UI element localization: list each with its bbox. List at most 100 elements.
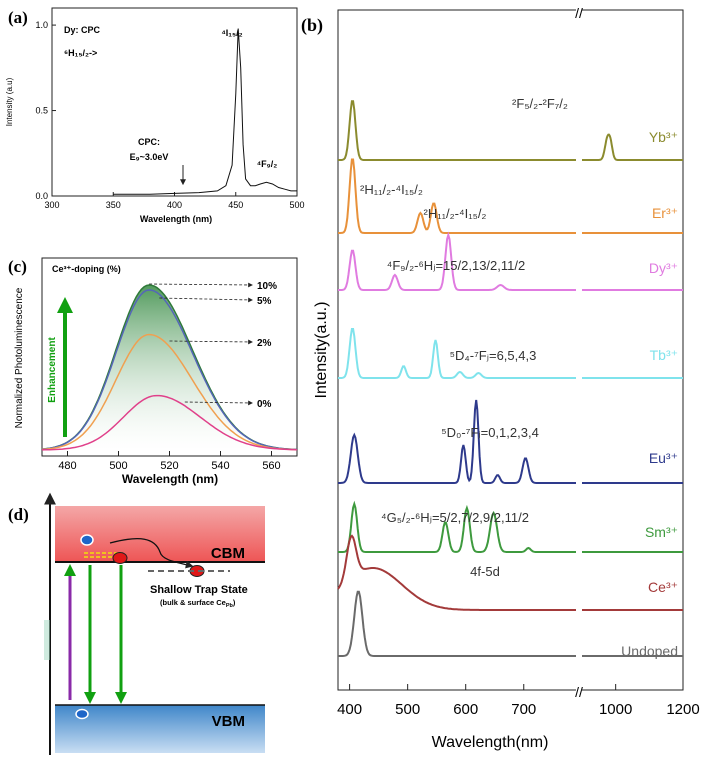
panel-b-break-top-mark: // <box>575 5 583 21</box>
panel-b-ylabel: Intensity(a.u.) <box>313 302 330 399</box>
panel-b-series <box>337 100 683 657</box>
panel-b-xlabel: Wavelength(nm) <box>432 734 549 751</box>
panel-b-label: (b) <box>301 15 323 36</box>
panel-a-ytick-label: 0.0 <box>35 191 48 201</box>
panel-a-ylabel: Intensity (a.u) <box>5 77 14 126</box>
panel-b-series-line <box>338 500 683 553</box>
panel-a-xtick-label: 450 <box>228 200 243 210</box>
panel-a-legend-line1: Dy: CPC <box>64 25 101 35</box>
trap-sub-index: Pb <box>226 603 234 609</box>
panel-b-transition-label: ⁵D₀-⁷Fⱼ=0,1,2,3,4 <box>441 425 539 440</box>
panel-b-transition-label: ⁴F₉/₂-⁶Hⱼ=15/2,13/2,11/2 <box>387 258 525 273</box>
panel-b: (b) // // 400 500 600 700 1000 1200 Wavelengt… <box>301 5 700 751</box>
panel-b-series-line <box>338 100 683 161</box>
panel-c-ticks: 480 500 520 540 560 <box>58 451 281 472</box>
panel-a: (a) 300 350 400 450 500 0.0 0.5 1.0 Wavelength … <box>5 7 305 224</box>
panel-b-transition-label: ²H₁₁/₂-⁴I₁₅/₂ <box>424 206 487 221</box>
panel-b-break-top <box>576 8 582 12</box>
panel-c: (c) 480 500 520 540 560 Wavelength (nm) Norm… <box>8 257 298 486</box>
panel-b-series-name: Sm³⁺ <box>645 524 678 540</box>
panel-b-labels: Yb³⁺ ²F₅/₂-²F₇/₂ Er³⁺ ²H₁₁/₂-⁴I₁₅/₂²H₁₁/₂-⁴… <box>360 96 678 659</box>
panel-a-ticks: 300 350 400 450 500 0.0 0.5 1.0 <box>35 20 304 210</box>
panel-b-xtick-label: 600 <box>453 701 478 718</box>
panel-b-series-line <box>338 590 683 657</box>
panel-c-legend-pointer <box>169 339 253 345</box>
panel-c-xtick-label: 560 <box>262 460 280 472</box>
panel-c-legend-entry: 0% <box>257 399 272 410</box>
panel-b-ticks: 400 500 600 700 1000 1200 <box>337 684 700 718</box>
panel-b-series-name: Ce³⁺ <box>648 579 678 595</box>
panel-b-series-line <box>338 158 683 234</box>
panel-c-xlabel: Wavelength (nm) <box>122 472 218 486</box>
panel-a-legend-line2: ⁶H₁₅/₂-> <box>64 48 97 58</box>
trap-sub-text: (bulk & surface Ce <box>160 598 226 607</box>
panel-a-cpc-label: CPC: <box>138 137 160 147</box>
panel-c-legend-entry: 10% <box>257 281 277 292</box>
electron-cbm <box>80 534 94 546</box>
panel-a-xtick-label: 350 <box>106 200 121 210</box>
trap-transfer-arrow <box>109 537 194 569</box>
panel-a-xtick-label: 400 <box>167 200 182 210</box>
panel-a-ytick-label: 1.0 <box>35 20 48 30</box>
panel-b-transition-label: 4f-5d <box>470 564 500 579</box>
vbm-label: VBM <box>212 713 245 730</box>
trap-sub-end: ) <box>233 598 236 607</box>
panel-c-legend-pointer <box>184 400 253 406</box>
panel-a-label: (a) <box>8 8 28 27</box>
panel-b-xtick-label: 400 <box>337 701 362 718</box>
panel-c-enhancement-label: Enhancement <box>47 337 58 403</box>
panel-b-series-name: Eu³⁺ <box>649 450 678 466</box>
vbm-band <box>55 705 265 753</box>
panel-a-eg-label: E₉~3.0eV <box>130 152 169 162</box>
side-glow <box>44 620 50 660</box>
trap-sublabel: (bulk & surface CePb) <box>160 598 236 609</box>
panel-b-transition-label: ⁵D₄-⁷Fⱼ=6,5,4,3 <box>450 348 537 363</box>
panel-c-series-line <box>41 289 298 451</box>
panel-a-series-line <box>113 28 297 195</box>
panel-b-break-bottom <box>576 688 582 692</box>
panel-c-xtick-label: 500 <box>109 460 127 472</box>
panel-c-fill <box>42 285 297 450</box>
panel-b-transition-label: ²F₅/₂-²F₇/₂ <box>512 96 568 111</box>
panel-a-xtick-label: 500 <box>289 200 304 210</box>
panel-d-label: (d) <box>8 505 29 524</box>
panel-b-series-name: Tb³⁺ <box>650 347 678 363</box>
panel-b-series-line <box>337 534 683 611</box>
panel-b-frame <box>337 9 684 691</box>
panel-b-xtick-label: 500 <box>395 701 420 718</box>
panel-b-series-line <box>338 399 683 484</box>
panel-c-legend-entry: 2% <box>257 338 272 349</box>
panel-a-ytick-label: 0.5 <box>35 106 48 116</box>
panel-c-xtick-label: 540 <box>211 460 229 472</box>
panel-b-xtick-label: 1000 <box>599 701 632 718</box>
panel-d: (d) CBM VBM Shallow Trap State (bulk & s… <box>8 492 265 755</box>
panel-b-series-name: Yb³⁺ <box>649 129 678 145</box>
panel-b-series-name: Undoped <box>621 643 678 659</box>
panel-c-legend-entry: 5% <box>257 296 272 307</box>
panel-a-xtick-label: 300 <box>44 200 59 210</box>
panel-c-xtick-label: 480 <box>58 460 76 472</box>
panel-b-series-line <box>338 328 683 379</box>
panel-c-series-line <box>41 394 298 451</box>
hole-vbm <box>75 708 89 720</box>
panel-c-legend-title: Ce³⁺-doping (%) <box>52 264 121 274</box>
trap-label: Shallow Trap State <box>150 584 248 596</box>
panel-c-xtick-label: 520 <box>160 460 178 472</box>
panel-c-ylabel: Normalized Photoluminescence <box>14 287 25 428</box>
panel-b-transition-label: ²H₁₁/₂-⁴I₁₅/₂ <box>360 182 423 197</box>
panel-c-series <box>41 284 298 451</box>
panel-c-series-line <box>41 333 298 451</box>
panel-b-transition-label: ⁴G₅/₂-⁶Hⱼ=5/2,7/2,9/2,11/2 <box>381 510 529 525</box>
panel-b-series-name: Dy³⁺ <box>649 260 678 276</box>
panel-b-xtick-label: 700 <box>511 701 536 718</box>
panel-b-break-bottom-mark: // <box>575 684 583 700</box>
panel-c-legend: 10% 5% 2% 0% <box>149 281 277 410</box>
panel-b-series-line <box>338 231 683 291</box>
panel-a-peak-second: ⁴F₉/₂ <box>257 159 278 169</box>
panel-a-xlabel: Wavelength (nm) <box>140 214 212 224</box>
panel-a-peak-main: ⁴I₁₅/₂ <box>221 28 242 38</box>
electron-trap-1 <box>112 552 128 564</box>
panel-b-series-name: Er³⁺ <box>652 205 678 221</box>
panel-b-xtick-label: 1200 <box>666 701 699 718</box>
